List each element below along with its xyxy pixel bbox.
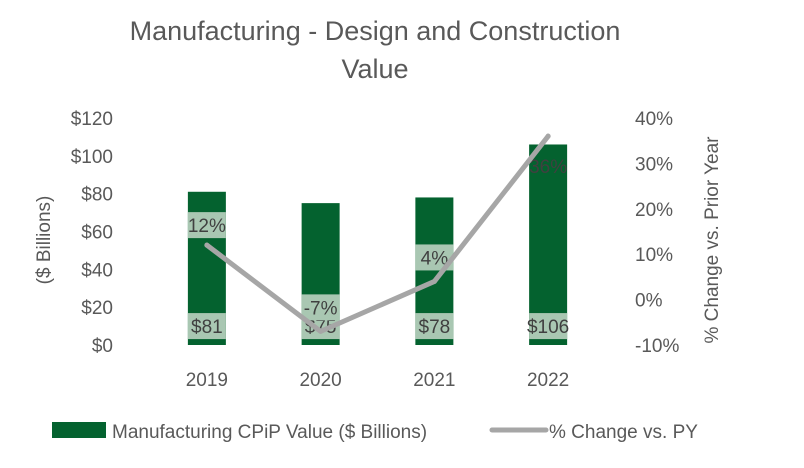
legend-label-bar: Manufacturing CPiP Value ($ Billions) xyxy=(112,422,427,443)
left-tick-label: $20 xyxy=(81,298,113,319)
left-axis-ticks: $0 $20 $40 $60 $80 $100 $120 xyxy=(71,109,113,357)
right-tick-label: 10% xyxy=(635,245,673,266)
bar-label-box xyxy=(529,313,568,340)
x-tick-label: 2022 xyxy=(527,370,569,391)
right-tick-label: 30% xyxy=(635,154,673,175)
left-axis-title: ($ Billions) xyxy=(34,196,55,285)
right-axis-ticks: -10% 0% 10% 20% 30% 40% xyxy=(635,109,679,357)
right-tick-label: 40% xyxy=(635,109,673,130)
left-tick-label: $100 xyxy=(71,147,113,168)
line-data-label: 4% xyxy=(421,248,449,269)
left-tick-label: $60 xyxy=(81,223,113,244)
line-point xyxy=(545,133,551,139)
x-axis-ticks: 2019 2020 2021 2022 xyxy=(186,370,570,391)
legend-swatch-bar xyxy=(52,422,106,438)
left-tick-label: $120 xyxy=(71,109,113,130)
line-label-box xyxy=(187,212,226,239)
right-axis-title: % Change vs. Prior Year xyxy=(702,136,723,344)
left-tick-label: $0 xyxy=(92,336,113,357)
line-path xyxy=(204,133,551,334)
legend: Manufacturing CPiP Value ($ Billions) % … xyxy=(52,422,698,443)
line-point xyxy=(431,278,437,284)
bar xyxy=(529,144,568,345)
bar-data-label: $106 xyxy=(527,317,569,338)
right-tick-label: -10% xyxy=(635,336,679,357)
bar-series xyxy=(187,144,568,345)
line-data-label: 36% xyxy=(529,157,567,178)
line-series xyxy=(204,133,551,334)
bar-data-labels: $81 $75 $78 $106 xyxy=(187,313,569,340)
x-tick-label: 2019 xyxy=(186,370,228,391)
bar-label-box xyxy=(415,313,454,340)
left-tick-label: $40 xyxy=(81,260,113,281)
bar-data-label: $81 xyxy=(191,317,223,338)
legend-label-line: % Change vs. PY xyxy=(549,422,698,443)
bar-label-box xyxy=(187,313,226,340)
line-data-label: 12% xyxy=(188,216,226,237)
line-point xyxy=(204,242,210,248)
line-data-label: -7% xyxy=(304,298,338,319)
chart-title-line-1: Manufacturing - Design and Construction xyxy=(130,16,621,46)
x-tick-label: 2020 xyxy=(299,370,341,391)
bar-data-label: $78 xyxy=(419,317,451,338)
left-tick-label: $80 xyxy=(81,185,113,206)
right-tick-label: 20% xyxy=(635,200,673,221)
right-tick-label: 0% xyxy=(635,291,663,312)
line-label-box xyxy=(301,294,340,321)
line-point xyxy=(318,328,324,334)
x-tick-label: 2021 xyxy=(413,370,455,391)
chart-title-line-2: Value xyxy=(341,54,408,84)
